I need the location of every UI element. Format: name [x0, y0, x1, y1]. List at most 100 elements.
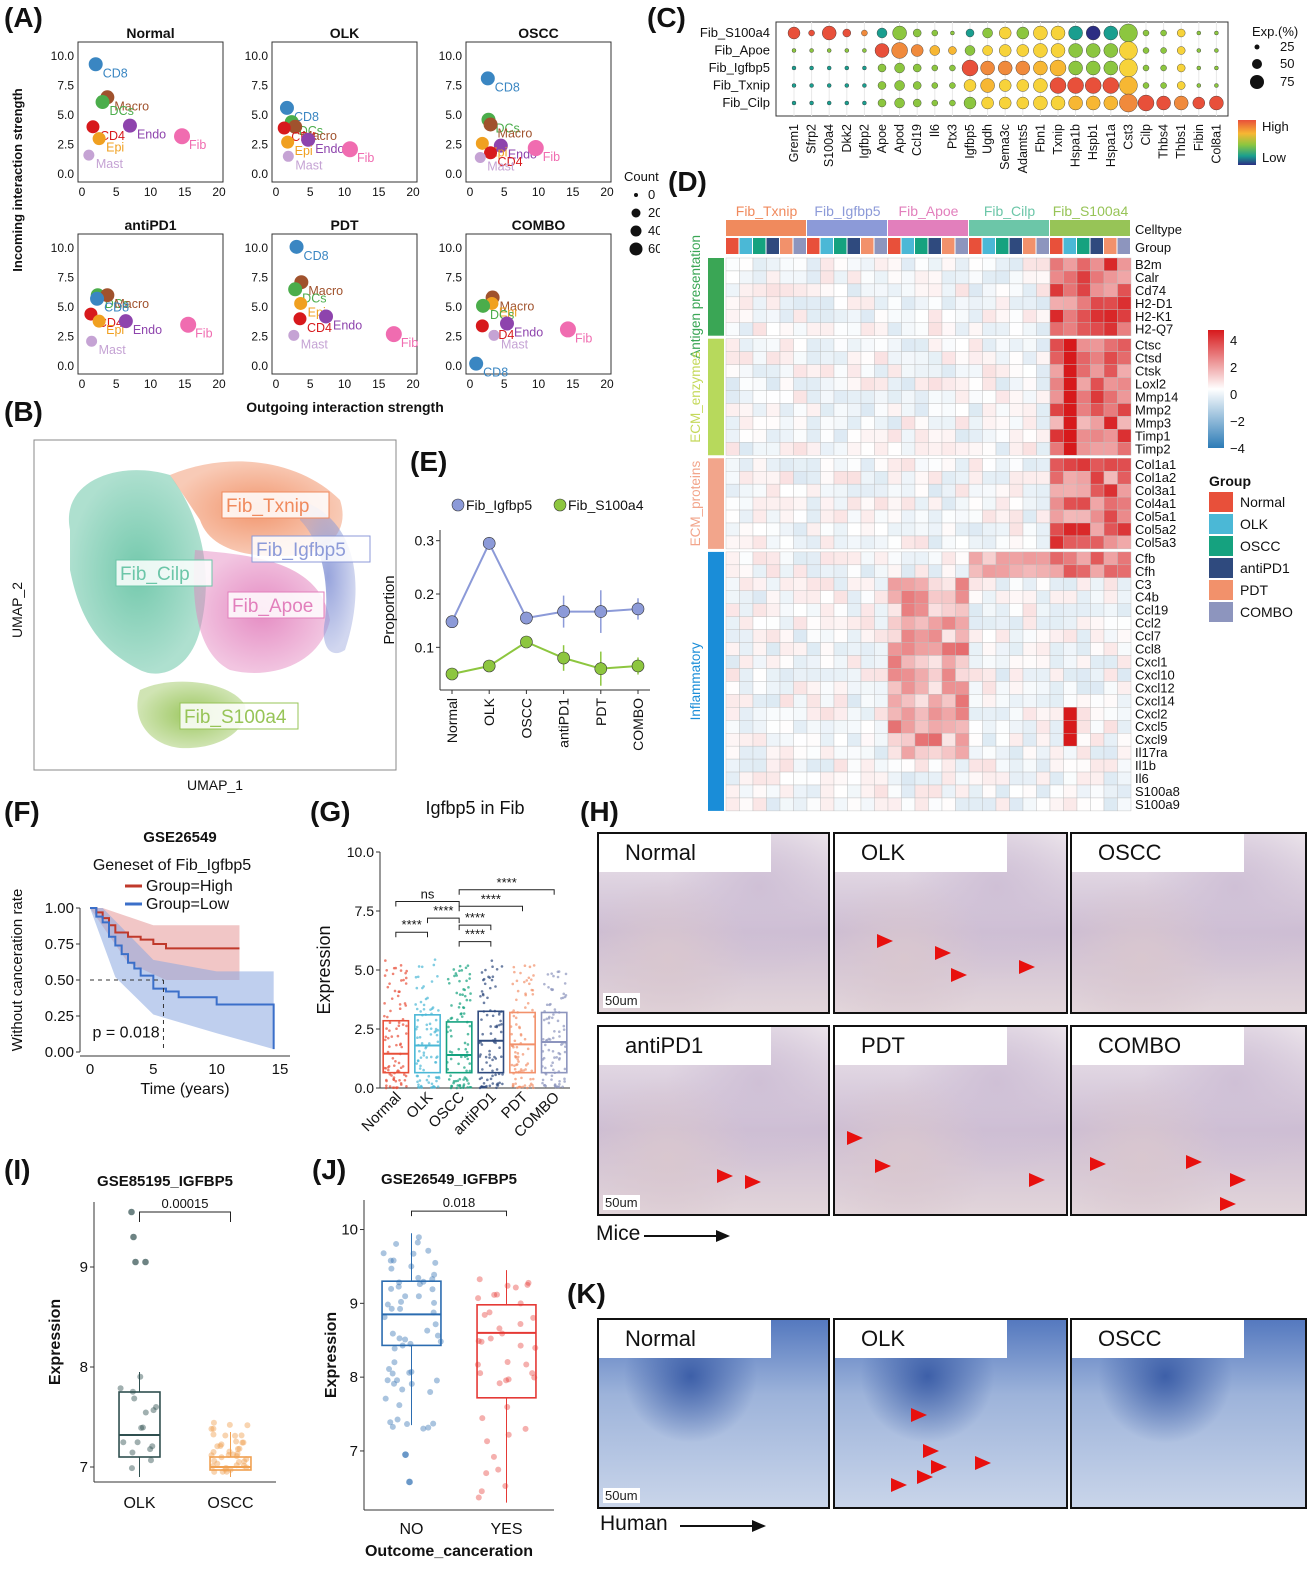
j-jitter	[477, 1370, 484, 1377]
d-cell	[941, 758, 956, 773]
g-jitter	[433, 1086, 437, 1089]
g-jitter	[560, 1043, 563, 1046]
a-xtick: 10	[532, 377, 546, 391]
g-jitter	[511, 1082, 515, 1086]
g-jitter	[495, 968, 499, 971]
i-jitter	[218, 1441, 225, 1448]
d-cell	[887, 784, 902, 799]
d-cell	[1009, 442, 1024, 456]
d-cell	[968, 771, 983, 786]
d-group-strip	[820, 238, 833, 254]
d-cell	[887, 745, 902, 760]
box-ytick: 7.5	[355, 903, 375, 919]
d-cell	[752, 338, 767, 352]
d-cell	[955, 483, 970, 498]
g-jitter	[495, 1025, 499, 1029]
d-cell	[901, 283, 916, 298]
g-jitter	[512, 965, 516, 969]
d-cell	[1036, 509, 1051, 524]
d-cell	[725, 681, 740, 695]
g-jitter	[425, 1027, 429, 1031]
i-jitter	[137, 1373, 144, 1380]
d-cell	[766, 655, 781, 669]
d-cell	[1022, 496, 1037, 511]
d-cell	[725, 655, 740, 669]
g-jitter	[415, 1025, 419, 1029]
d-cell	[995, 655, 1010, 669]
g-jitter	[415, 1062, 419, 1065]
d-cell	[941, 458, 956, 472]
d-cell	[1009, 496, 1024, 511]
d-cell	[806, 758, 821, 773]
d-gene-label: Timp1	[1135, 428, 1171, 443]
d-cell	[874, 471, 889, 485]
a-point-epi	[475, 136, 489, 150]
d-cell	[833, 257, 848, 272]
d-cell	[968, 403, 983, 417]
j-jitter	[394, 1416, 401, 1423]
d-cell	[1090, 390, 1105, 404]
d-cell	[806, 694, 821, 708]
d-cell	[968, 309, 983, 323]
j-jitter	[388, 1285, 395, 1292]
d-cell	[1022, 403, 1037, 417]
d-cell	[806, 390, 821, 404]
c-dot	[874, 43, 890, 58]
g-jitter	[429, 1033, 433, 1036]
d-cell	[995, 535, 1010, 550]
d-cell	[1076, 322, 1091, 336]
d-cell	[725, 403, 740, 417]
g-jitter	[398, 1043, 402, 1047]
d-cell	[914, 603, 929, 617]
d-cell	[887, 442, 902, 456]
i-jitter	[149, 1443, 156, 1450]
c-dot	[826, 83, 832, 88]
d-cell	[968, 603, 983, 617]
d-cell	[982, 458, 997, 472]
d-cell	[982, 377, 997, 391]
c-dot	[877, 81, 887, 90]
c-dot	[1103, 60, 1118, 76]
d-cell	[725, 720, 740, 734]
d-cell	[887, 564, 902, 579]
g-jitter	[516, 1057, 520, 1061]
d-cell	[860, 668, 875, 682]
f-ytick: 0.50	[45, 972, 74, 989]
g-jitter	[416, 1074, 420, 1078]
d-cell	[995, 681, 1010, 695]
d-cell	[833, 733, 848, 747]
d-cell	[779, 758, 794, 773]
g-jitter	[396, 1086, 399, 1089]
d-cell	[1090, 564, 1105, 579]
d-cell	[766, 590, 781, 604]
d-cell	[725, 522, 740, 537]
d-cell	[1103, 483, 1118, 498]
g-jitter	[548, 1003, 551, 1007]
g-jitter	[416, 1085, 420, 1089]
g-jitter	[495, 1068, 499, 1071]
d-cell	[847, 616, 862, 630]
g-jitter	[515, 998, 518, 1002]
d-cell	[1036, 309, 1051, 323]
d-cell	[928, 577, 943, 591]
d-cell	[779, 390, 794, 404]
d-cell	[955, 429, 970, 443]
d-cell	[793, 797, 808, 812]
d-cell	[928, 509, 943, 524]
d-cell	[941, 603, 956, 617]
g-jitter	[436, 1040, 440, 1044]
d-cell	[725, 416, 740, 430]
d-cell	[820, 509, 835, 524]
d-cell	[1090, 745, 1105, 760]
i-jitter	[208, 1425, 215, 1432]
d-cell	[968, 483, 983, 498]
d-cell	[806, 283, 821, 298]
d-cell	[968, 364, 983, 378]
c-gene-label: Igfbp5	[963, 124, 977, 159]
a-ytick: 7.5	[57, 79, 74, 93]
d-cell	[914, 429, 929, 443]
a-ytick: 7.5	[251, 271, 268, 285]
d-cell	[820, 322, 835, 336]
g-jitter	[557, 1030, 561, 1034]
j-jitter	[415, 1274, 422, 1281]
